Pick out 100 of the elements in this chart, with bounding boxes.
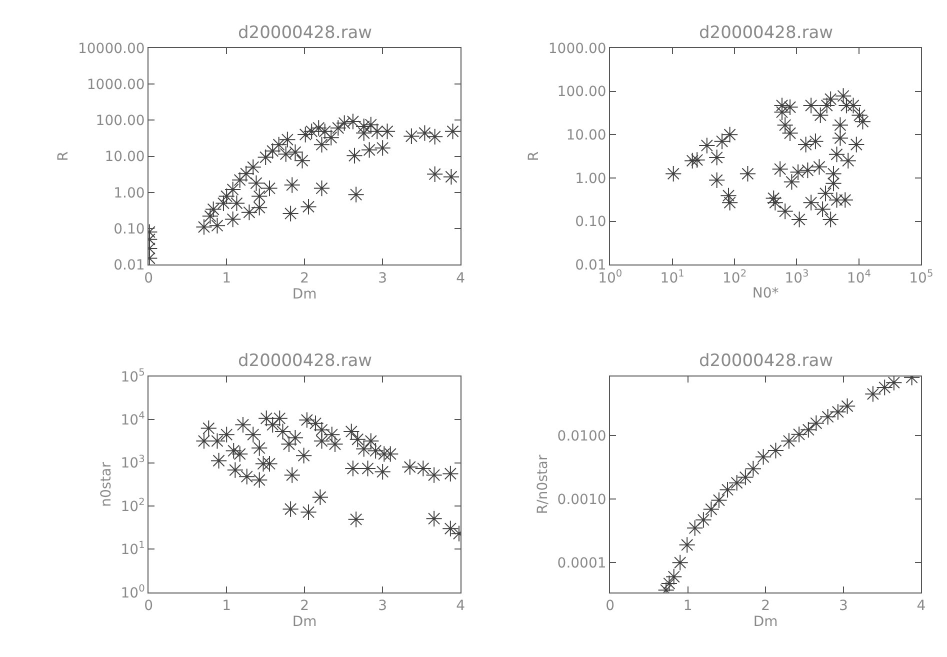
point (257, 148, 274, 166)
point (672, 554, 688, 571)
point (279, 131, 296, 148)
x-tick-label: 4 (916, 598, 926, 614)
point (296, 447, 312, 464)
point (378, 123, 396, 140)
point (426, 166, 444, 182)
x-tick-label: 1 (222, 598, 232, 614)
point (218, 188, 235, 205)
y-tick-label: 100.00 (96, 113, 145, 130)
point (678, 536, 696, 554)
point (284, 466, 300, 484)
point (348, 186, 364, 203)
point (754, 448, 772, 466)
point (251, 188, 268, 205)
x-tick-label: 10$^{5}$ (909, 268, 934, 286)
point (838, 398, 856, 414)
x-tick-label: 0 (144, 270, 154, 286)
point (710, 492, 728, 508)
y-tick-label: 1.00 (114, 185, 145, 202)
point (820, 408, 836, 426)
point (374, 463, 391, 480)
x-tick-label: 10$^{4}$ (846, 268, 871, 286)
chart-title: d20000428.raw (238, 23, 372, 43)
point (307, 415, 324, 432)
point (280, 436, 298, 452)
x-tick-label: 3 (378, 270, 388, 286)
point (264, 416, 281, 434)
point (728, 474, 746, 492)
x-tick-label: 2 (761, 598, 770, 614)
y-tick-label: 100.00 (557, 84, 606, 100)
x-tick-label: 0 (144, 598, 154, 614)
point (284, 176, 300, 194)
point (346, 147, 363, 164)
point (426, 510, 442, 527)
point (300, 504, 317, 520)
point (744, 460, 762, 478)
point (356, 440, 372, 458)
chart-title: d20000428.raw (699, 23, 834, 43)
point (244, 158, 262, 176)
point (303, 123, 320, 140)
x-tick-label: 10$^{2}$ (722, 268, 747, 286)
y-tick-label: 10$^{4}$ (120, 410, 145, 429)
point (238, 165, 254, 182)
y-tick-label: 0.10 (114, 221, 145, 238)
point (251, 440, 268, 456)
point (274, 423, 292, 440)
y-tick-label: 10.00 (104, 149, 145, 166)
x-axis-title: Dm (753, 614, 778, 630)
point (830, 404, 846, 420)
point (313, 432, 330, 450)
point (286, 144, 304, 160)
point (348, 511, 364, 528)
point (426, 128, 444, 145)
y-tick-label: 10$^{5}$ (120, 367, 145, 386)
point (297, 126, 314, 143)
y-tick-label: 10$^{1}$ (120, 540, 145, 558)
point (666, 568, 682, 586)
point (800, 421, 817, 438)
point (286, 429, 304, 446)
point (808, 414, 824, 432)
point (251, 472, 268, 488)
point (767, 442, 784, 459)
y-tick-label: 1000.00 (548, 40, 606, 57)
y-tick-label: 0.0001 (557, 556, 606, 572)
point (238, 468, 256, 485)
point (234, 416, 252, 434)
point (248, 174, 265, 192)
y-axis-title: n0star (98, 462, 114, 507)
point (228, 194, 246, 212)
x-tick-label: 4 (456, 270, 466, 286)
x-axis-title: N0* (752, 286, 779, 302)
x-tick-label: 1 (683, 598, 692, 614)
point (324, 426, 340, 443)
point (232, 172, 248, 188)
point (202, 208, 219, 224)
point (208, 217, 226, 234)
point (695, 512, 712, 528)
point (205, 201, 222, 218)
x-tick-label: 4 (456, 598, 466, 614)
x-tick-label: 0 (606, 598, 615, 614)
point (359, 460, 376, 477)
point (343, 423, 360, 440)
point (226, 462, 244, 478)
point (442, 520, 459, 537)
point (702, 501, 720, 518)
point (336, 114, 353, 132)
x-tick-label: 3 (838, 598, 848, 614)
point (344, 460, 362, 477)
point (215, 194, 232, 212)
chart-title: d20000428.raw (699, 351, 834, 371)
point (737, 468, 754, 486)
point (196, 218, 212, 236)
point (374, 140, 391, 156)
x-tick-label: 10$^{3}$ (784, 268, 809, 286)
point (444, 123, 461, 140)
y-axis-title: R (526, 151, 542, 162)
point (270, 136, 288, 153)
point (403, 128, 420, 145)
point (790, 426, 808, 443)
